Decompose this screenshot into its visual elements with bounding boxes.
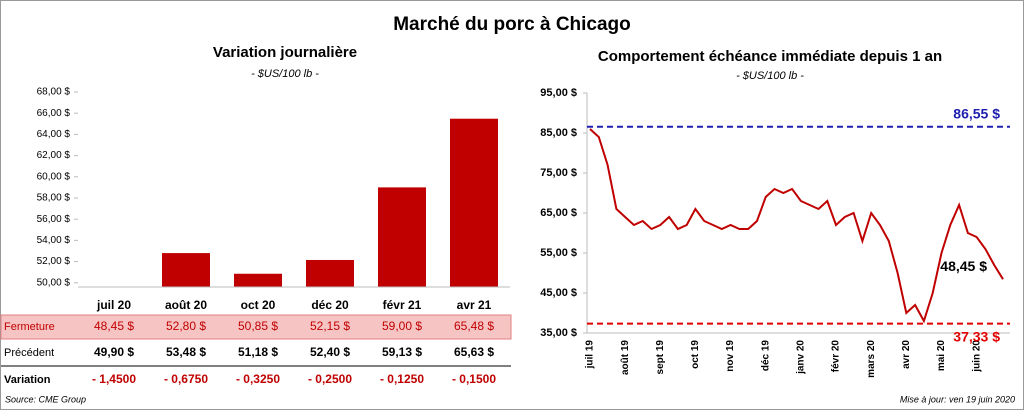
bar (234, 273, 282, 287)
y-tick-label: 56,00 $ (37, 214, 71, 225)
y-tick-label: 55,00 $ (540, 247, 577, 259)
y-tick-label: 54,00 $ (37, 235, 71, 246)
y-tick-label: 60,00 $ (37, 171, 71, 182)
y-tick-label: 58,00 $ (37, 193, 71, 204)
x-tick-label: juil 20 (96, 298, 131, 312)
x-tick-label: nov 19 (725, 340, 736, 372)
x-tick-label: juil 19 (585, 340, 596, 370)
y-tick-label: 75,00 $ (540, 167, 577, 179)
bar-group (162, 118, 498, 287)
x-tick-label: mai 20 (936, 340, 947, 372)
y-tick-label: 62,00 $ (37, 150, 71, 161)
updated: Mise à jour: ven 19 juin 2020 (900, 394, 1015, 404)
table-cell: 52,15 $ (310, 319, 350, 333)
table-cell: - 0,3250 (236, 372, 280, 386)
table-cell: - 1,4500 (92, 372, 136, 386)
y-tick-label: 35,00 $ (540, 327, 577, 339)
x-tick-label: oct 20 (241, 298, 276, 312)
y-tick-label: 64,00 $ (37, 129, 71, 140)
table-cell: - 0,1500 (452, 372, 496, 386)
table-cell: 65,63 $ (454, 345, 494, 359)
table-cell: 59,13 $ (382, 345, 422, 359)
y-tick-label: 45,00 $ (540, 287, 577, 299)
y-tick-label: 52,00 $ (37, 256, 71, 267)
x-tick-label: mars 20 (866, 340, 877, 378)
x-tick-label: août 19 (620, 340, 631, 375)
x-tick-label: sept 19 (655, 340, 666, 375)
table-cell: 51,18 $ (238, 345, 278, 359)
table-cell: 52,40 $ (310, 345, 350, 359)
row-label: Variation (4, 374, 51, 386)
x-tick-label: oct 19 (690, 340, 701, 369)
y-tick-label: 50,00 $ (37, 277, 71, 288)
reference-label: 86,55 $ (953, 106, 1000, 122)
y-tick-label: 95,00 $ (540, 87, 577, 99)
table-cell: - 0,2500 (308, 372, 352, 386)
reference-label: 37,33 $ (953, 328, 1000, 344)
x-tick-label: févr 21 (383, 298, 422, 312)
x-tick-label: juin 20 (971, 340, 982, 373)
x-tick-label: déc 19 (760, 340, 771, 372)
table-cell: - 0,1250 (380, 372, 424, 386)
page-title: Marché du porc à Chicago (393, 14, 631, 35)
bar (450, 118, 498, 287)
chart-subtitle: - $US/100 lb - (251, 68, 319, 80)
chart-subtitle: - $US/100 lb - (736, 70, 804, 82)
table-cell: 65,48 $ (454, 319, 494, 333)
y-tick-label: 85,00 $ (540, 127, 577, 139)
chart-title: Variation journalière (213, 44, 357, 61)
last-value-label: 48,45 $ (940, 258, 987, 274)
y-tick-label: 68,00 $ (37, 87, 71, 98)
table-cell: 59,00 $ (382, 319, 422, 333)
y-tick-label: 65,00 $ (540, 207, 577, 219)
x-tick-label: déc 20 (311, 298, 349, 312)
table-cell: - 0,6750 (164, 372, 208, 386)
x-tick-label: avr 20 (901, 340, 912, 369)
bar (378, 187, 426, 287)
row-label: Fermeture (4, 321, 55, 333)
table-cell: 53,48 $ (166, 345, 206, 359)
bar (306, 259, 354, 287)
source: Source: CME Group (5, 394, 86, 404)
table-cell: 48,45 $ (94, 319, 134, 333)
table-cell: 52,80 $ (166, 319, 206, 333)
x-tick-label: févr 20 (831, 340, 842, 373)
x-tick-label: août 20 (165, 298, 207, 312)
x-tick-label: janv 20 (796, 340, 807, 375)
chart-title: Comportement échéance immédiate depuis 1… (598, 48, 942, 65)
price-line (589, 128, 1004, 324)
y-tick-label: 66,00 $ (37, 108, 71, 119)
table-cell: 49,90 $ (94, 345, 134, 359)
row-label: Précédent (4, 347, 54, 359)
x-tick-label: avr 21 (457, 298, 492, 312)
table-highlight (0, 314, 512, 340)
table-cell: 50,85 $ (238, 319, 278, 333)
bar (162, 253, 210, 287)
